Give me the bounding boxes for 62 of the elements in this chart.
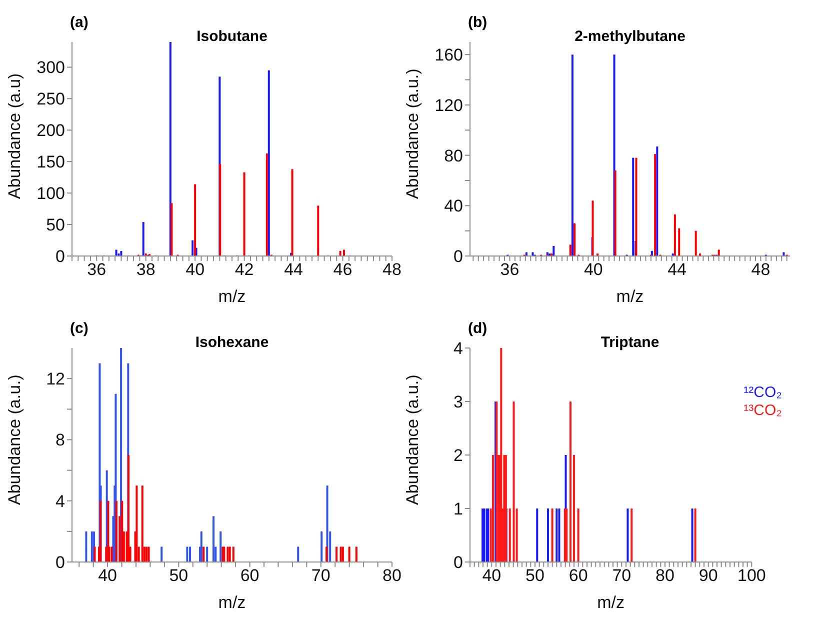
y-axis-title: Abundance (a.u.) (403, 374, 422, 505)
y-tick-label: 0 (56, 553, 65, 572)
x-tick-label: 60 (240, 566, 260, 586)
x-tick-label: 70 (612, 566, 632, 586)
x-tick-label: 90 (698, 566, 718, 586)
x-tick-label: 44 (668, 260, 687, 280)
chart-title: Isohexane (195, 334, 269, 351)
y-tick-label: 0 (56, 247, 65, 266)
x-tick-label: 40 (186, 260, 205, 280)
y-tick-label: 8 (56, 430, 65, 450)
x-tick-label: 70 (311, 566, 330, 586)
x-tick-label: 50 (526, 566, 544, 586)
y-tick-label: 160 (434, 46, 463, 65)
y-tick-label: 300 (36, 58, 65, 78)
text: (d) (468, 320, 488, 337)
text: ¹²CO₂ (744, 384, 782, 402)
y-axis-title: Abundance (a.u.) (403, 68, 422, 199)
x-tick-label: 46 (333, 260, 352, 280)
y-tick-label: 1 (454, 500, 463, 519)
y-tick-label: 0 (454, 553, 463, 572)
x-tick-label: 48 (751, 260, 770, 280)
y-tick-label: 150 (36, 152, 65, 172)
y-axis-title: Abundance (a.u.) (5, 374, 24, 505)
text: (c) (70, 320, 88, 337)
text: (a) (70, 14, 88, 31)
y-tick-label: 4 (454, 339, 463, 358)
y-tick-label: 250 (36, 90, 65, 109)
chart-title: Triptane (600, 334, 660, 351)
x-tick-label: 40 (98, 566, 118, 586)
text: (b) (468, 14, 488, 31)
y-tick-label: 4 (56, 492, 65, 511)
x-axis-title: m/z (597, 593, 625, 612)
y-tick-label: 200 (36, 121, 65, 140)
chart-title: Isobutane (196, 28, 268, 45)
y-tick-label: 2 (454, 446, 463, 466)
text: ¹³CO₂ (744, 402, 782, 420)
x-tick-label: 38 (136, 260, 156, 280)
x-axis-title: m/z (616, 287, 644, 306)
x-tick-label: 36 (500, 260, 520, 280)
chart-title: 2-methylbutane (574, 28, 686, 45)
x-tick-label: 40 (482, 566, 502, 586)
x-tick-label: 40 (584, 260, 603, 280)
y-tick-label: 120 (434, 96, 463, 115)
x-tick-label: 100 (737, 566, 766, 586)
y-axis-title: Abundance (a.u) (5, 73, 24, 199)
x-tick-label: 80 (656, 566, 674, 586)
x-tick-label: 44 (284, 260, 303, 280)
x-tick-label: 50 (169, 566, 188, 586)
x-tick-label: 80 (382, 566, 402, 586)
y-tick-label: 3 (454, 392, 463, 412)
x-tick-label: 36 (87, 260, 106, 280)
x-tick-label: 48 (382, 260, 402, 280)
x-axis-title: m/z (218, 287, 246, 306)
x-tick-label: 60 (568, 566, 588, 586)
x-tick-label: 42 (234, 260, 254, 280)
y-tick-label: 80 (444, 146, 463, 166)
y-tick-label: 12 (46, 370, 65, 389)
y-tick-label: 0 (454, 247, 463, 266)
y-tick-label: 100 (36, 184, 65, 204)
y-tick-label: 50 (46, 216, 65, 235)
y-tick-label: 40 (444, 196, 463, 216)
x-axis-title: m/z (218, 593, 246, 612)
